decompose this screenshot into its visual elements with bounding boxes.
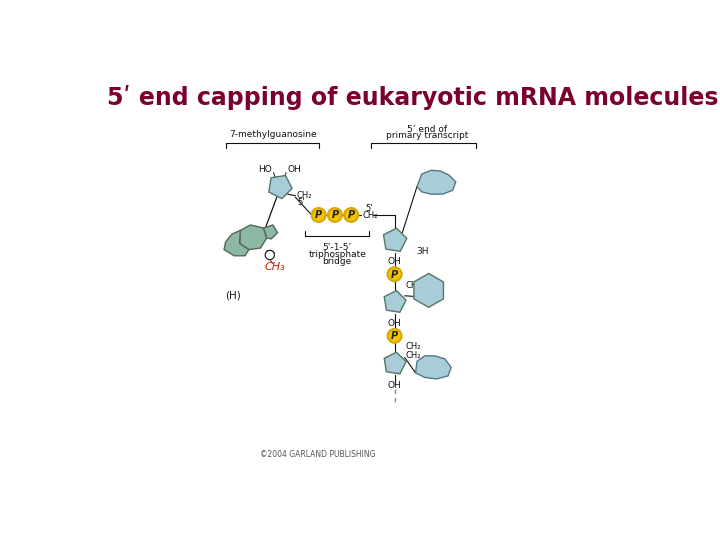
Text: CH₂: CH₂ <box>405 352 421 360</box>
Polygon shape <box>384 228 407 251</box>
Text: +: + <box>269 249 275 255</box>
Text: bridge: bridge <box>323 256 352 266</box>
Polygon shape <box>224 231 249 256</box>
Polygon shape <box>384 352 406 374</box>
Text: CH₂: CH₂ <box>297 191 312 200</box>
Text: OH: OH <box>387 319 402 328</box>
Text: P: P <box>331 211 338 220</box>
Text: HO: HO <box>258 165 272 174</box>
Text: P: P <box>315 211 322 220</box>
Text: 5': 5' <box>297 198 305 207</box>
Polygon shape <box>417 170 456 194</box>
Polygon shape <box>415 356 451 379</box>
Text: primary transcript: primary transcript <box>386 131 468 140</box>
Text: 5’-1-5’: 5’-1-5’ <box>323 242 352 252</box>
Text: P: P <box>391 331 398 341</box>
Text: N: N <box>265 251 271 260</box>
Text: ©2004 GARLAND PUBLISHING: ©2004 GARLAND PUBLISHING <box>261 450 376 459</box>
Circle shape <box>265 251 274 260</box>
Text: 5': 5' <box>365 204 373 213</box>
Text: CH₂: CH₂ <box>405 280 421 289</box>
Text: 5ʹ end capping of eukaryotic mRNA molecules: 5ʹ end capping of eukaryotic mRNA molecu… <box>107 85 719 110</box>
Circle shape <box>387 267 402 281</box>
Text: CH₂: CH₂ <box>362 211 377 220</box>
Text: 3H: 3H <box>416 247 429 255</box>
Circle shape <box>312 208 325 222</box>
Text: OH: OH <box>287 165 302 174</box>
Polygon shape <box>264 225 277 239</box>
Polygon shape <box>240 225 266 249</box>
Text: P: P <box>348 211 355 220</box>
Text: OH: OH <box>387 258 402 266</box>
Polygon shape <box>269 176 292 199</box>
Polygon shape <box>414 273 444 307</box>
Text: OH: OH <box>387 381 402 390</box>
Text: CH₂: CH₂ <box>405 342 421 351</box>
Circle shape <box>328 208 342 222</box>
Text: P: P <box>391 269 398 280</box>
Circle shape <box>344 208 358 222</box>
Polygon shape <box>384 291 406 312</box>
Text: 5’ end of: 5’ end of <box>407 125 447 134</box>
Text: 7-methylguanosine: 7-methylguanosine <box>229 130 317 139</box>
Circle shape <box>387 329 402 343</box>
Text: triphosphate: triphosphate <box>308 249 366 259</box>
Text: CH₃: CH₃ <box>264 262 285 272</box>
Text: (H): (H) <box>225 291 241 301</box>
